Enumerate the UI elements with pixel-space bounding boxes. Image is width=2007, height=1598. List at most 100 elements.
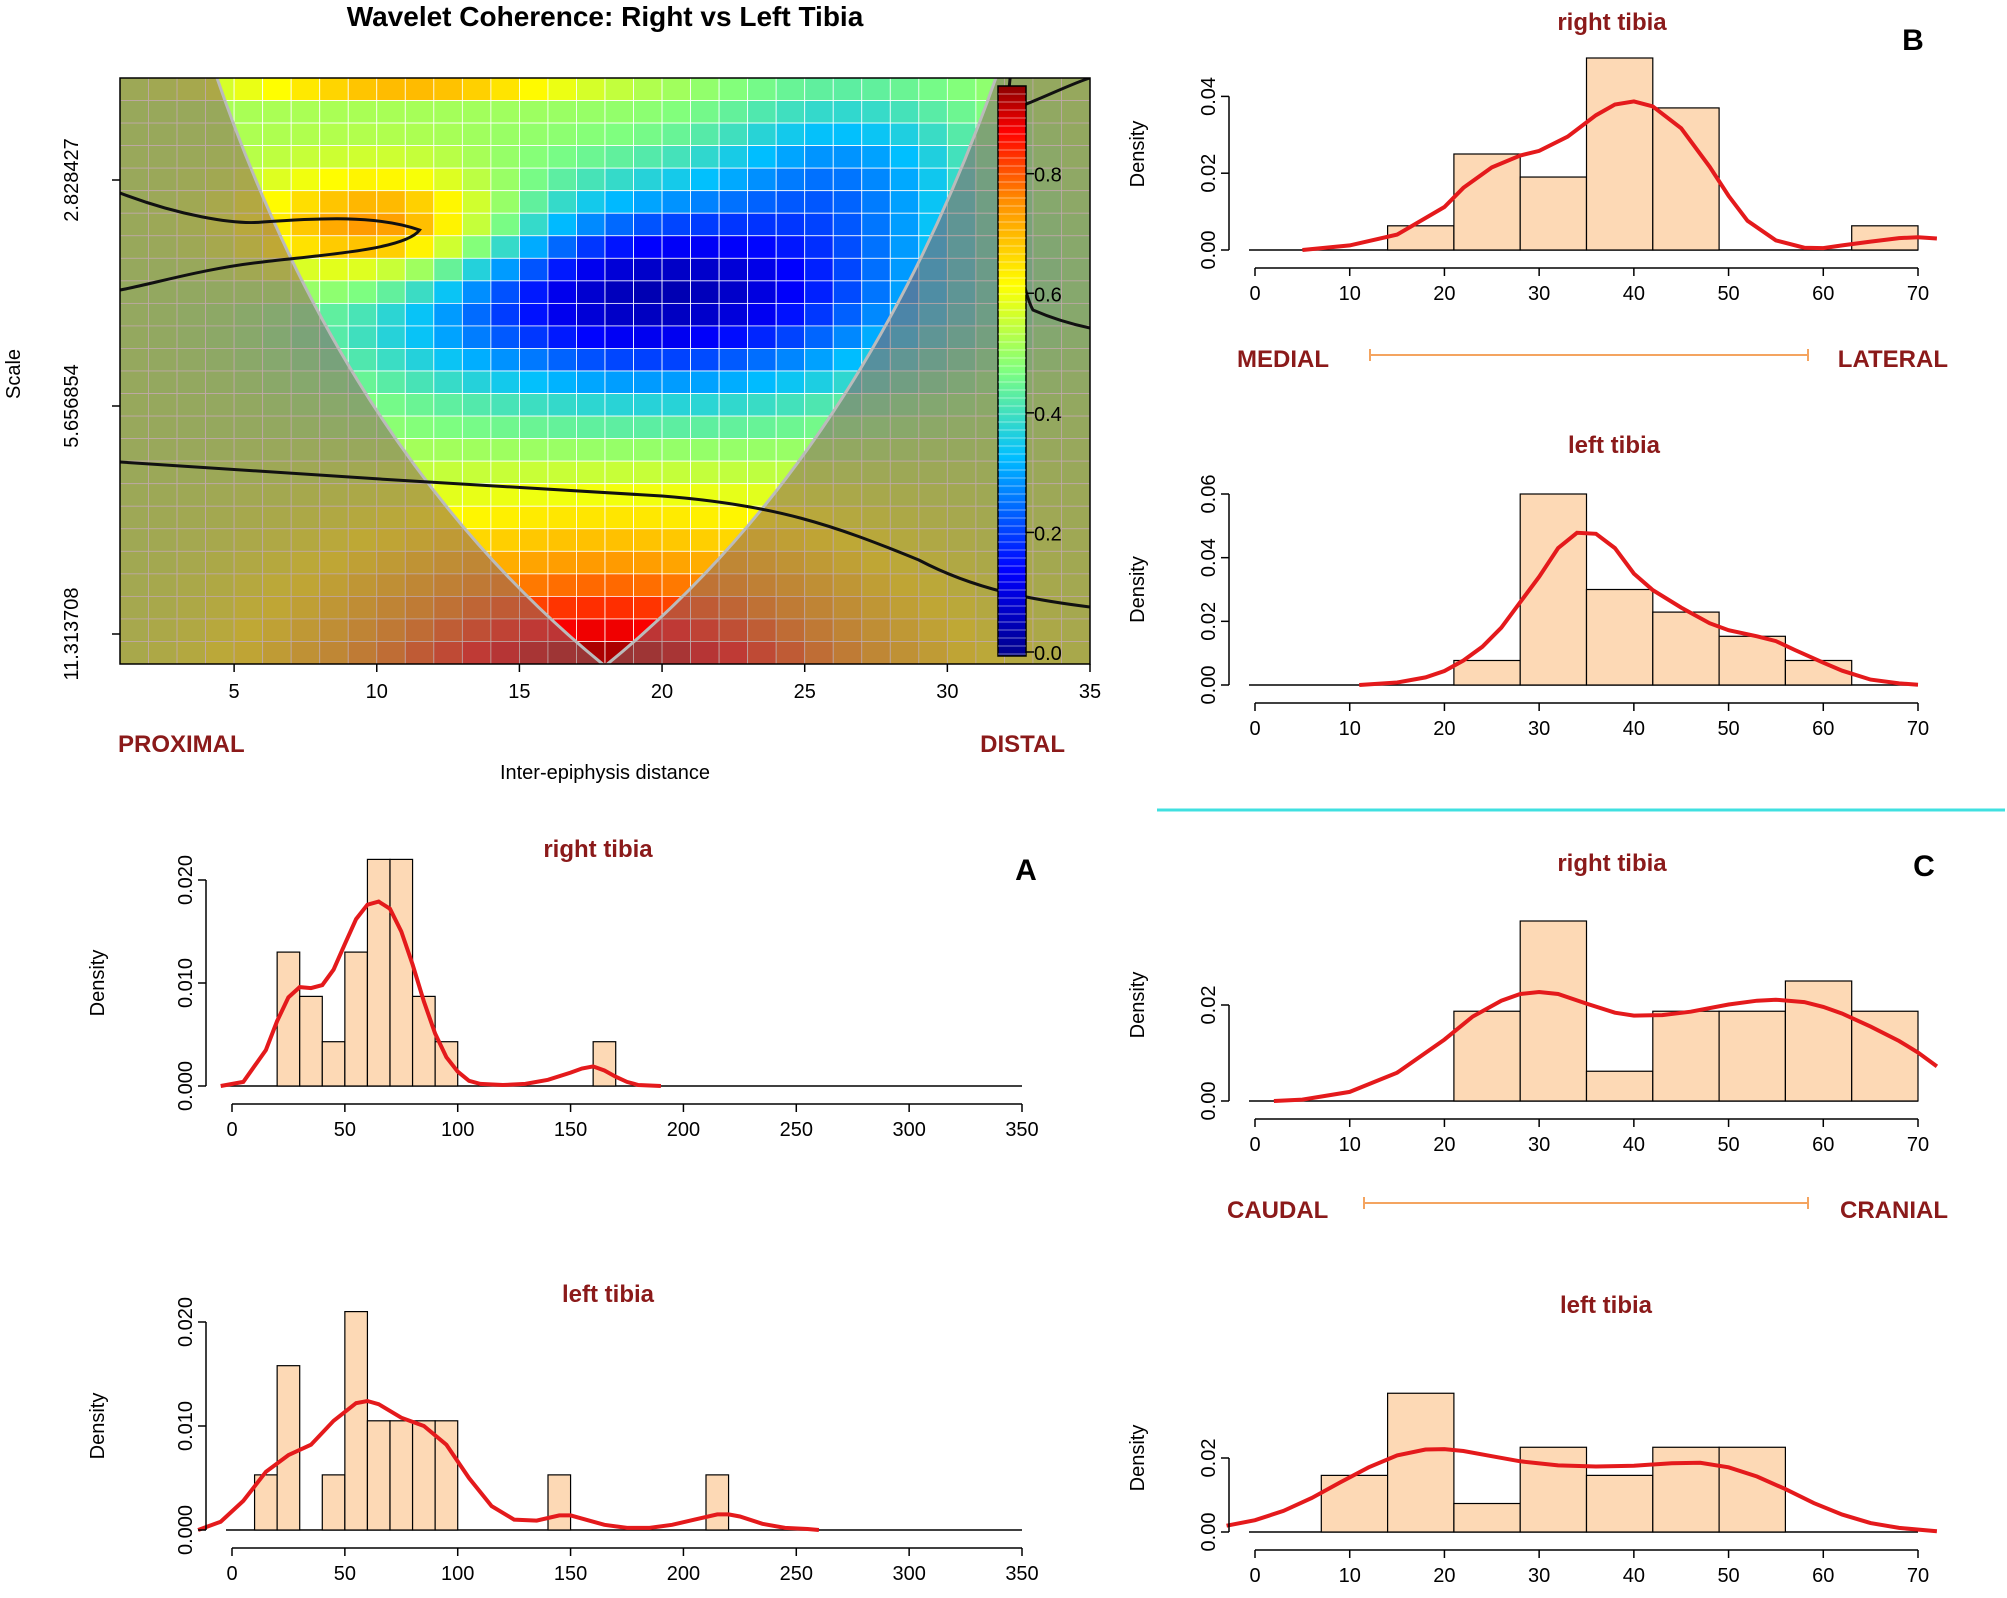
histogram-bar — [547, 1474, 572, 1531]
coherence-cell — [547, 595, 577, 620]
coherence-cell — [747, 348, 777, 372]
coherence-cell — [804, 190, 834, 214]
coherence-cell — [519, 505, 549, 530]
coherence-cell — [519, 122, 549, 147]
x-tick-label: 30 — [1528, 283, 1550, 305]
coherence-cell — [804, 393, 834, 417]
x-tick-label: 200 — [667, 1119, 700, 1141]
coherence-cell — [604, 573, 634, 597]
coherence-cell — [490, 167, 520, 192]
x-tick-label: 50 — [1717, 718, 1739, 740]
coherence-cell — [547, 573, 577, 597]
coherence-cell — [747, 235, 777, 259]
coherence-cell — [747, 460, 777, 485]
coherence-cell — [661, 145, 691, 169]
x-tick-label: 50 — [1717, 283, 1739, 305]
histogram-b-right-tibia: right tibia 0 10 20 30 40 50 60 70 0.00 0.02 0.04 De… — [1127, 9, 1938, 305]
histogram-bar — [1652, 1446, 1720, 1533]
coherence-cell — [404, 393, 435, 417]
coherence-cell — [547, 483, 577, 507]
coherence-cell — [604, 78, 634, 101]
coherence-cell — [404, 348, 435, 372]
coherence-cell — [547, 393, 577, 417]
coherence-cell — [804, 370, 834, 394]
coherence-cell — [633, 235, 663, 259]
coherence-cell — [433, 348, 463, 372]
coherence-cell — [747, 212, 777, 237]
coherence-cell — [804, 78, 834, 101]
coherence-cell — [547, 190, 577, 214]
coherence-cell — [661, 302, 691, 327]
y-tick-label: 0.02 — [1198, 1439, 1220, 1478]
coherence-cell — [490, 235, 520, 259]
coherence-cell — [519, 325, 549, 349]
coherence-cell — [461, 145, 492, 169]
coherence-cell — [661, 348, 691, 372]
coherence-cell — [347, 212, 378, 237]
x-tick-label: 100 — [441, 1563, 474, 1585]
coherence-cell — [576, 257, 606, 282]
coherence-cell — [576, 415, 606, 440]
coherence-cell — [747, 257, 777, 282]
coherence-cell — [861, 145, 891, 169]
coherence-cell — [604, 370, 634, 394]
panel-letter-a: A — [1015, 854, 1037, 887]
coherence-cell — [519, 190, 549, 214]
coherence-cell — [661, 370, 691, 394]
coherence-cell — [690, 257, 720, 282]
x-tick-label: 10 — [1339, 283, 1361, 305]
histogram-bar — [1718, 635, 1786, 686]
histogram-bar — [1320, 1474, 1389, 1533]
coherence-cell — [747, 325, 777, 349]
coherence-cell — [718, 348, 749, 372]
chart-title: right tibia — [1557, 9, 1667, 36]
colorbar — [997, 85, 1027, 657]
coherence-cell — [718, 212, 749, 237]
coherence-cell — [604, 100, 634, 124]
coherence-cell — [376, 145, 406, 169]
x-tick-label: 20 — [1433, 718, 1455, 740]
coherence-cell — [889, 167, 920, 192]
coherence-cell — [490, 257, 520, 282]
coherence-cell — [319, 122, 349, 147]
coherence-cell — [832, 235, 863, 259]
coherence-cell — [433, 257, 463, 282]
coherence-cell — [633, 460, 663, 485]
coherence-cell — [290, 100, 321, 124]
coherence-cell — [747, 370, 777, 394]
x-tick-label: 25 — [794, 681, 816, 703]
colorbar-tick-label: 0.2 — [1034, 523, 1062, 545]
coherence-cell — [433, 460, 463, 485]
coherence-cell — [319, 78, 349, 101]
coherence-cell — [889, 212, 920, 237]
panel-letter-b: B — [1902, 24, 1924, 57]
coherence-cell — [690, 167, 720, 192]
coherence-cell — [433, 212, 463, 237]
histogram-bar — [1519, 920, 1588, 1102]
coherence-cell — [519, 100, 549, 124]
coherence-cell — [376, 325, 406, 349]
coherence-cell — [718, 78, 749, 101]
histogram-bar — [434, 1420, 459, 1531]
coherence-cell — [690, 438, 720, 462]
proximal-label: PROXIMAL — [118, 731, 245, 758]
coherence-cell — [604, 505, 634, 530]
coherence-cell — [347, 325, 378, 349]
coherence-cell — [461, 325, 492, 349]
x-tick-label: 150 — [554, 1119, 587, 1141]
coherence-cell — [576, 190, 606, 214]
coherence-cell — [404, 190, 435, 214]
coherence-cell — [547, 302, 577, 327]
coherence-cell — [604, 348, 634, 372]
density-curve — [197, 1398, 820, 1532]
colorbar-tick-label: 0.0 — [1034, 643, 1062, 665]
coherence-cell — [661, 100, 691, 124]
histogram-bar — [1851, 1010, 1919, 1102]
histogram-bar — [299, 995, 323, 1087]
x-tick-label: 200 — [667, 1563, 700, 1585]
wavelet-overlay — [120, 78, 1090, 664]
colorbar-ticks: 0.8 0.6 0.4 0.2 0.0 — [1026, 165, 1062, 665]
y-tick-label: 0.00 — [1198, 1082, 1220, 1121]
coherence-cell — [461, 100, 492, 124]
coherence-cell — [461, 190, 492, 214]
